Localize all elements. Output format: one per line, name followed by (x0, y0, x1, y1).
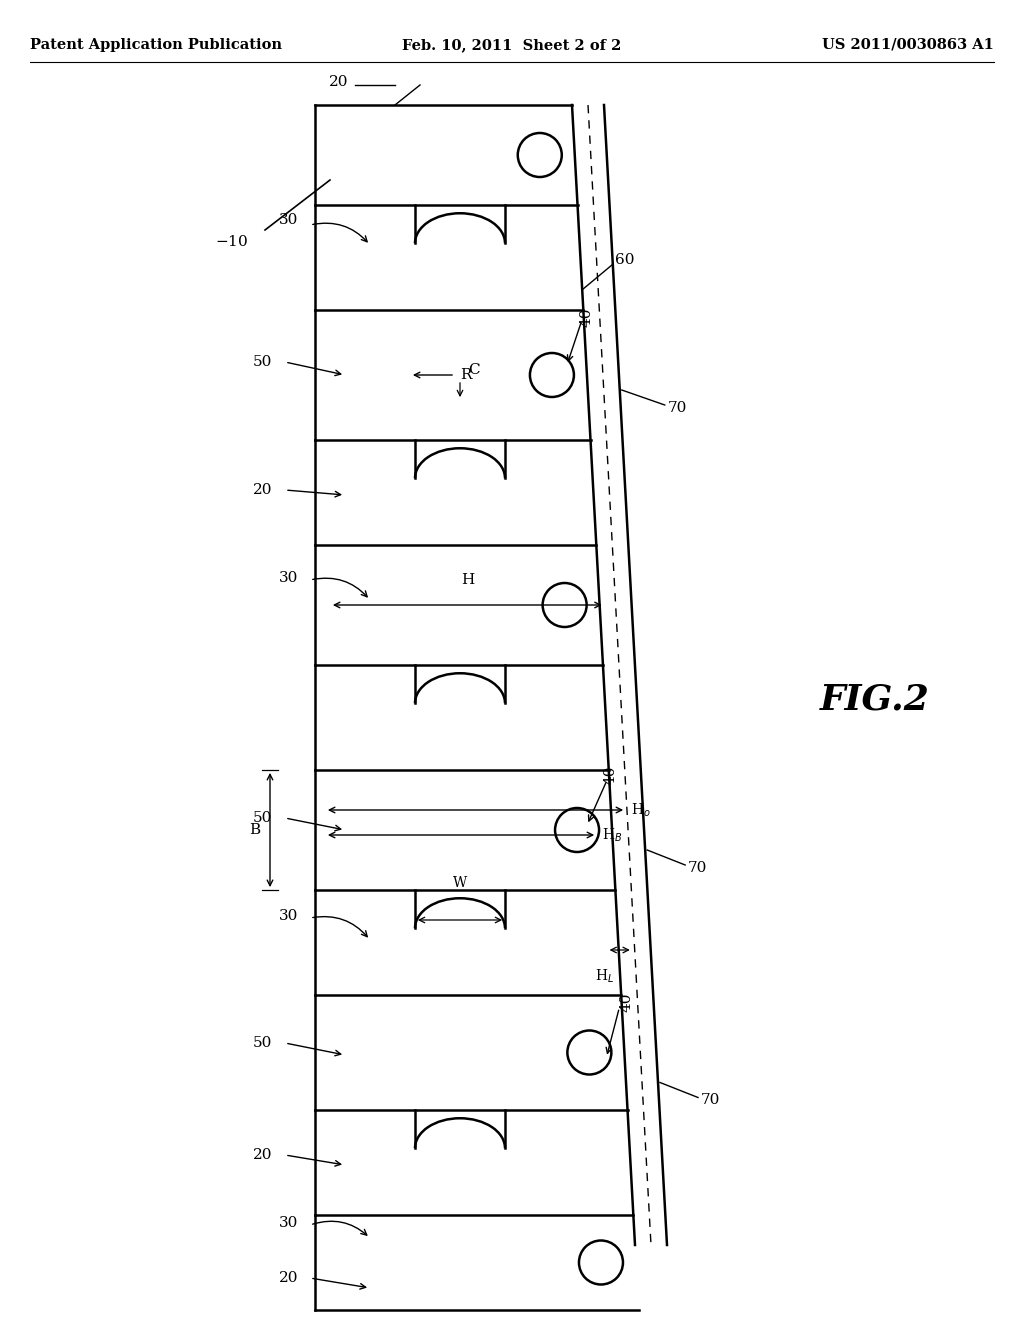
Text: 30: 30 (279, 1216, 298, 1230)
Text: 20: 20 (253, 483, 272, 498)
Text: 70: 70 (668, 401, 687, 414)
Text: 60: 60 (615, 253, 635, 267)
Text: Patent Application Publication: Patent Application Publication (30, 38, 282, 51)
Text: 40: 40 (620, 993, 634, 1012)
Text: 40: 40 (603, 766, 617, 785)
Text: US 2011/0030863 A1: US 2011/0030863 A1 (822, 38, 994, 51)
Text: H$_L$: H$_L$ (595, 968, 614, 986)
Text: H$_B$: H$_B$ (602, 826, 623, 843)
Text: 30: 30 (279, 213, 298, 227)
Text: 20: 20 (253, 1148, 272, 1162)
Text: 20: 20 (329, 75, 348, 88)
Text: C: C (468, 363, 479, 378)
Text: 40: 40 (580, 308, 594, 327)
Text: 20: 20 (279, 1271, 298, 1284)
Text: 70: 70 (701, 1093, 721, 1107)
Text: 70: 70 (688, 861, 708, 875)
Text: H$_o$: H$_o$ (631, 801, 651, 818)
Text: Feb. 10, 2011  Sheet 2 of 2: Feb. 10, 2011 Sheet 2 of 2 (402, 38, 622, 51)
Text: FIG.2: FIG.2 (820, 682, 930, 717)
Text: 50: 50 (253, 810, 272, 825)
Text: 50: 50 (253, 355, 272, 370)
Text: $-$10: $-$10 (215, 235, 248, 249)
Text: R: R (460, 368, 471, 381)
Text: W: W (453, 876, 467, 890)
Text: B: B (249, 822, 260, 837)
Text: 30: 30 (279, 572, 298, 585)
Text: 30: 30 (279, 909, 298, 923)
Text: H: H (461, 573, 474, 587)
Text: 50: 50 (253, 1036, 272, 1049)
